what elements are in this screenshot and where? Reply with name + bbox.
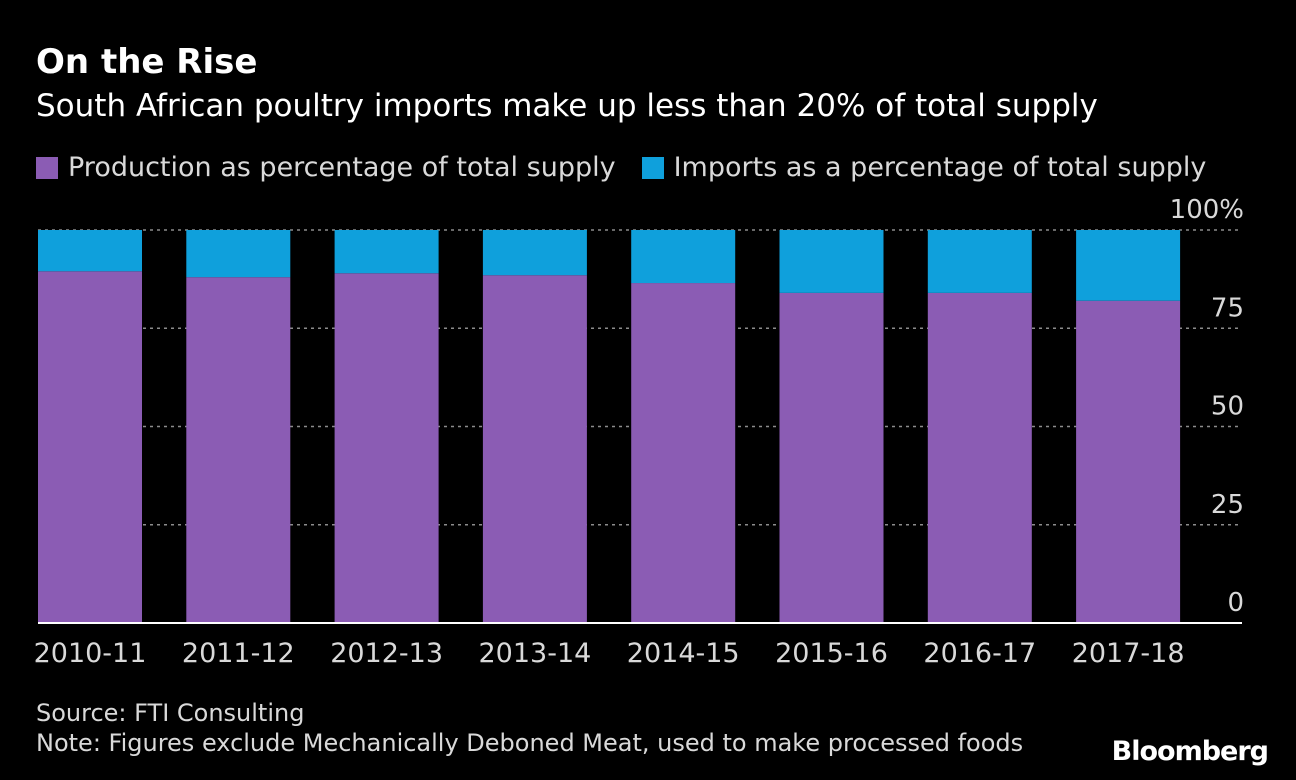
bar-production-2015-16 [779,292,884,623]
bar-imports-2014-15 [631,230,736,284]
bar-imports-2015-16 [779,230,884,293]
legend-label-imports: Imports as a percentage of total supply [673,152,1207,183]
legend-swatch-imports [641,157,664,179]
bar-production-2013-14 [482,275,587,623]
footnote: Note: Figures exclude Mechanically Debon… [36,729,1024,757]
chart-subtitle: South African poultry imports make up le… [36,88,1098,124]
legend-label-production: Production as percentage of total supply [68,152,616,183]
x-tick-label: 2011-12 [182,638,295,669]
legend-item-imports: Imports as a percentage of total supply [641,148,1207,188]
x-tick-label: 2014-15 [627,638,740,669]
bar-production-2010-11 [38,271,142,623]
bar-production-2014-15 [631,283,736,623]
legend-item-production: Production as percentage of total supply [36,148,616,188]
x-tick-label: 2013-14 [478,638,591,669]
legend-swatch-production [36,157,58,179]
x-tick-label: 2017-18 [1072,638,1185,669]
bar-imports-2011-12 [186,230,291,278]
bar-imports-2012-13 [334,230,439,274]
bar-production-2012-13 [334,273,439,623]
source-note: Source: FTI Consulting [36,699,305,727]
bar-production-2017-18 [1076,300,1181,623]
y-tick-label: 100% [1170,195,1244,225]
bar-production-2016-17 [927,292,1032,623]
bar-imports-2017-18 [1076,230,1181,301]
x-tick-label: 2015-16 [775,638,888,669]
bloomberg-logo: Bloomberg [1111,736,1269,767]
bar-imports-2016-17 [927,230,1032,293]
bar-imports-2010-11 [38,230,142,272]
y-tick-label: 50 [1211,392,1244,422]
bar-imports-2013-14 [482,230,587,276]
chart-title: On the Rise [36,42,258,82]
y-tick-label: 75 [1211,293,1244,323]
stacked-bar-chart: 2010-11 2011-12 2012-13 2013-14 2014-15 2015-… [34,195,1244,669]
y-tick-label: 25 [1211,490,1244,520]
legend: Production as percentage of total supply… [36,148,1232,188]
y-tick-label: 0 [1227,588,1244,618]
bar-production-2011-12 [186,277,291,623]
x-tick-label: 2010-11 [34,638,147,669]
x-tick-label: 2016-17 [923,638,1036,669]
x-tick-label: 2012-13 [330,638,443,669]
